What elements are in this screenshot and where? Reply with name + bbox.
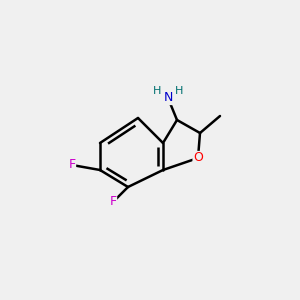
Text: H: H	[175, 86, 184, 96]
Text: N: N	[163, 92, 173, 104]
Text: F: F	[68, 158, 76, 172]
Text: H: H	[152, 86, 161, 96]
Text: F: F	[110, 196, 117, 208]
Text: O: O	[193, 152, 203, 164]
